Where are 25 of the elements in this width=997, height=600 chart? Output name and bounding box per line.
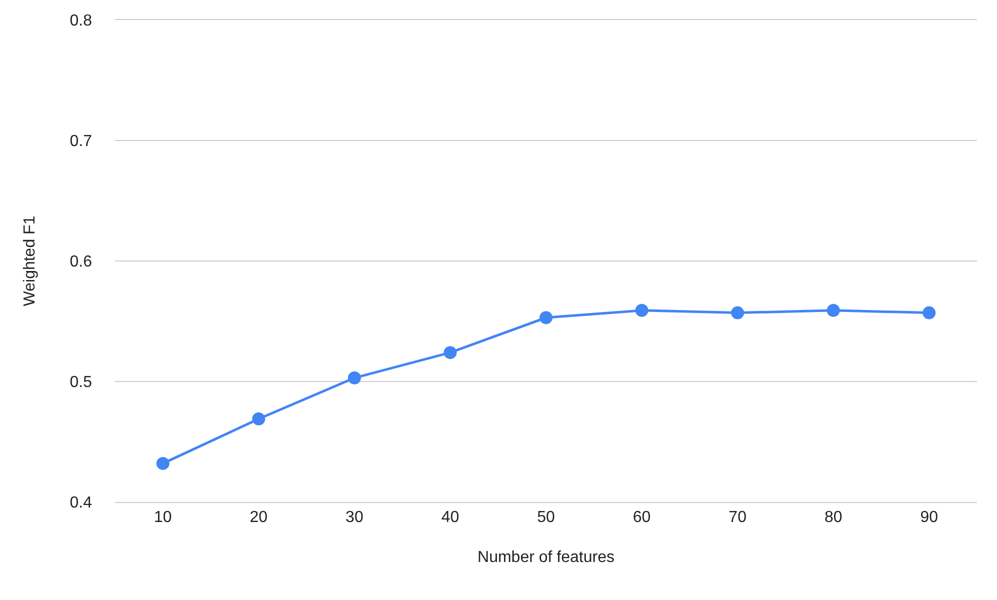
point [348, 371, 361, 384]
x-tick-label: 40 [441, 509, 460, 526]
x-tick-label: 30 [346, 509, 364, 526]
x-tick-label: 10 [154, 509, 172, 526]
y-tick-label: 0.7 [70, 133, 92, 150]
y-tick-label: 0.8 [70, 12, 92, 30]
point [826, 304, 840, 317]
x-axis-title: Number of features [478, 548, 614, 566]
y-tick-label: 0.6 [70, 254, 92, 271]
y-tick-label: 0.5 [70, 374, 92, 392]
point [156, 456, 170, 470]
point [731, 306, 744, 320]
x-tick-label: 20 [250, 509, 268, 526]
x-tick-label: 60 [632, 509, 651, 526]
x-tick-label: 90 [920, 509, 938, 526]
point [444, 346, 457, 360]
y-axis-title: Weighted F1 [22, 216, 39, 306]
x-tick-label: 80 [824, 509, 842, 526]
point [922, 306, 936, 320]
point [635, 304, 648, 317]
point [540, 311, 552, 324]
y-tick-label: 0.4 [70, 494, 92, 512]
x-tick-label: 50 [537, 509, 555, 526]
x-tick-label: 70 [728, 509, 747, 526]
point [252, 412, 266, 426]
